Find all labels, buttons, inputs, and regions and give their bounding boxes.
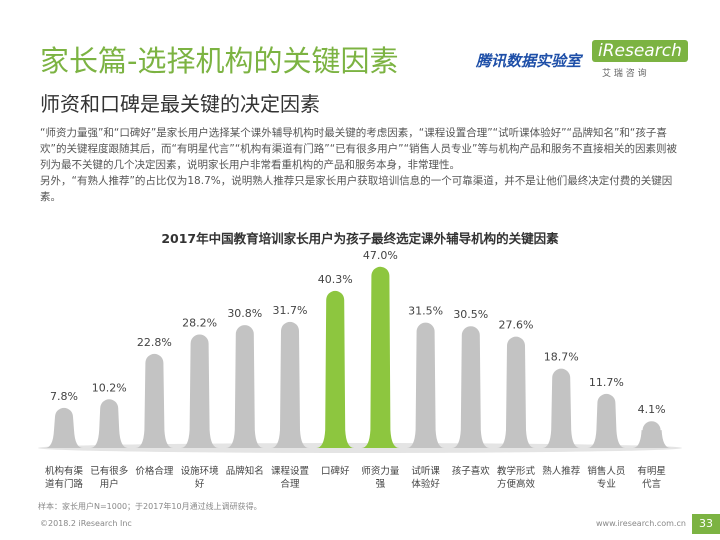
- data-label: 4.1%: [638, 403, 666, 416]
- x-tick-label: 孩子喜欢: [452, 465, 491, 477]
- data-label: 22.8%: [137, 336, 172, 349]
- x-tick-label: 强: [376, 479, 386, 490]
- bar: [90, 399, 129, 448]
- data-label: 30.8%: [227, 307, 262, 320]
- paragraph: 另外，“有熟人推荐”的占比仅为18.7%，说明熟人推荐只是家长用户获取培训信息的…: [40, 175, 673, 203]
- bar: [361, 266, 400, 448]
- x-tick-label: 价格合理: [135, 465, 174, 477]
- x-tick-label: 体验好: [411, 478, 440, 490]
- x-tick-label: 好: [195, 478, 205, 490]
- logo-sub: 艾 瑞 咨 询: [602, 69, 647, 79]
- x-tick-label: 方便高效: [497, 478, 536, 490]
- x-tick-label: 品牌知名: [226, 465, 264, 477]
- x-tick-label: 用户: [100, 478, 119, 490]
- data-label: 31.5%: [408, 305, 443, 318]
- x-tick-label: 道有门路: [45, 478, 84, 490]
- bar: [587, 393, 626, 448]
- bar: [406, 322, 445, 448]
- x-tick-label: 设施环境: [181, 465, 220, 477]
- bar: [497, 336, 535, 448]
- x-tick-label: 合理: [280, 478, 300, 490]
- x-tick-label: 机构有渠: [45, 465, 84, 477]
- title: 家长篇-选择机构的关键因素: [40, 44, 399, 78]
- x-tick-label: 熟人推荐: [542, 465, 581, 477]
- bar: [316, 290, 355, 448]
- url: www.iresearch.com.cn: [596, 519, 686, 528]
- data-label: 40.3%: [318, 273, 353, 286]
- data-label: 10.2%: [92, 381, 127, 394]
- x-tick-label: 销售人员: [587, 465, 625, 477]
- data-label: 18.7%: [544, 351, 579, 364]
- ground: [38, 443, 682, 453]
- data-label: 30.5%: [453, 308, 488, 321]
- x-tick-label: 教学形式: [497, 465, 536, 477]
- bar: [632, 421, 671, 448]
- bar: [542, 368, 581, 448]
- x-tick-label: 专业: [597, 478, 616, 490]
- x-tick-label: 师资力量: [361, 465, 400, 477]
- paragraph: “师资力量强”和“口碑好”是家长用户选择某个课外辅导机构时最关键的考虑因素，“课…: [40, 127, 677, 171]
- data-label: 28.2%: [182, 316, 217, 329]
- data-label: 11.7%: [589, 376, 624, 389]
- data-label: 47.0%: [363, 249, 398, 262]
- note: 样本：家长用户N=1000；于2017年10月通过线上调研获得。: [38, 502, 262, 511]
- x-tick-label: 已有很多: [90, 465, 128, 477]
- source: ©2018.2 iResearch Inc: [40, 519, 132, 528]
- bar: [271, 321, 309, 448]
- chart-title: 2017年中国教育培训家长用户为孩子最终选定课外辅导机构的关键因素: [161, 231, 559, 246]
- body-text: “师资力量强”和“口碑好”是家长用户选择某个课外辅导机构时最关键的考虑因素，“课…: [40, 125, 685, 205]
- x-tick-label: 有明星: [637, 465, 666, 477]
- x-tick-label: 口碑好: [321, 465, 350, 477]
- page-number: 33: [692, 514, 720, 534]
- bar: [451, 326, 490, 448]
- x-tick-label: 试听课: [411, 465, 440, 477]
- logo: 腾讯数据实验室: [476, 52, 582, 70]
- logo: iResearch: [592, 40, 688, 62]
- data-label: 27.6%: [499, 319, 534, 332]
- data-label: 31.7%: [273, 304, 308, 317]
- bar: [225, 325, 264, 448]
- bar: [180, 334, 219, 448]
- bar: [135, 353, 174, 448]
- x-tick-label: 代言: [642, 478, 662, 490]
- subtitle: 师资和口碑是最关键的决定因素: [40, 92, 320, 116]
- bar: [45, 407, 83, 448]
- x-tick-label: 课程设置: [271, 466, 309, 477]
- data-label: 7.8%: [50, 390, 78, 403]
